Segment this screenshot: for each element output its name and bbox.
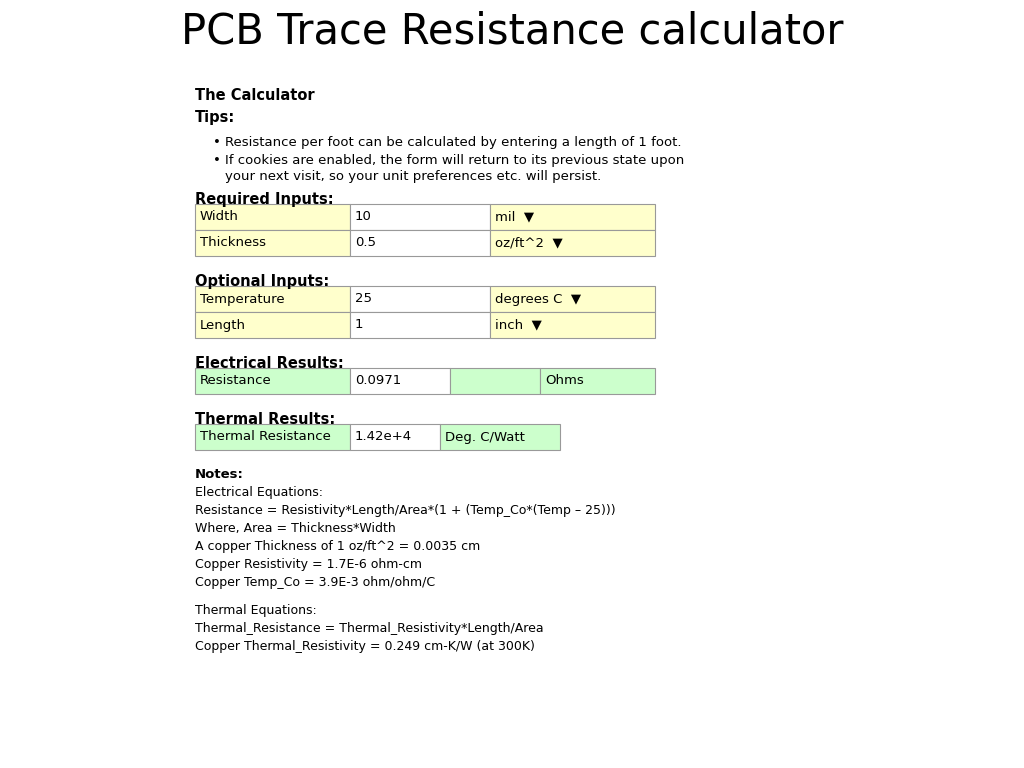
Text: Length: Length — [200, 319, 246, 332]
Text: Width: Width — [200, 210, 239, 223]
Text: Copper Temp_Co = 3.9E-3 ohm/ohm/C: Copper Temp_Co = 3.9E-3 ohm/ohm/C — [195, 576, 435, 589]
Bar — [195, 368, 350, 394]
Text: 0.5: 0.5 — [355, 237, 376, 250]
Text: Ohms: Ohms — [545, 375, 584, 388]
Bar — [350, 424, 440, 450]
Text: Electrical Equations:: Electrical Equations: — [195, 486, 323, 499]
Text: Resistance: Resistance — [200, 375, 271, 388]
Text: A copper Thickness of 1 oz/ft^2 = 0.0035 cm: A copper Thickness of 1 oz/ft^2 = 0.0035… — [195, 540, 480, 553]
Text: The Calculator: The Calculator — [195, 88, 314, 103]
Text: Electrical Results:: Electrical Results: — [195, 356, 344, 371]
Text: 25: 25 — [355, 293, 372, 306]
Text: your next visit, so your unit preferences etc. will persist.: your next visit, so your unit preference… — [225, 170, 601, 183]
Text: Required Inputs:: Required Inputs: — [195, 192, 334, 207]
Bar — [490, 312, 655, 338]
Text: Resistance per foot can be calculated by entering a length of 1 foot.: Resistance per foot can be calculated by… — [225, 136, 682, 149]
Bar — [195, 230, 350, 256]
Bar — [350, 230, 490, 256]
Text: 0.0971: 0.0971 — [355, 375, 401, 388]
Bar — [195, 286, 350, 312]
Text: Temperature: Temperature — [200, 293, 285, 306]
Text: •: • — [213, 136, 221, 149]
Text: Thermal Equations:: Thermal Equations: — [195, 604, 316, 617]
Bar — [195, 312, 350, 338]
Text: Tips:: Tips: — [195, 110, 236, 125]
Text: 1.42e+4: 1.42e+4 — [355, 431, 412, 443]
Text: 10: 10 — [355, 210, 372, 223]
Bar — [195, 204, 350, 230]
Text: 1: 1 — [355, 319, 364, 332]
Bar — [440, 424, 560, 450]
Text: Thermal Resistance: Thermal Resistance — [200, 431, 331, 443]
Bar — [195, 424, 350, 450]
Text: PCB Trace Resistance calculator: PCB Trace Resistance calculator — [181, 10, 843, 52]
Text: Deg. C/Watt: Deg. C/Watt — [445, 431, 525, 443]
Text: •: • — [213, 154, 221, 167]
Text: Thickness: Thickness — [200, 237, 266, 250]
Text: oz/ft^2  ▼: oz/ft^2 ▼ — [495, 237, 563, 250]
Text: Optional Inputs:: Optional Inputs: — [195, 274, 330, 289]
Text: degrees C  ▼: degrees C ▼ — [495, 293, 582, 306]
Text: Copper Resistivity = 1.7E-6 ohm-cm: Copper Resistivity = 1.7E-6 ohm-cm — [195, 558, 422, 571]
Text: inch  ▼: inch ▼ — [495, 319, 542, 332]
Text: mil  ▼: mil ▼ — [495, 210, 535, 223]
Bar — [490, 230, 655, 256]
Bar — [350, 204, 490, 230]
Bar — [450, 368, 540, 394]
Bar — [540, 368, 655, 394]
Text: Resistance = Resistivity*Length/Area*(1 + (Temp_Co*(Temp – 25))): Resistance = Resistivity*Length/Area*(1 … — [195, 504, 615, 517]
Text: Copper Thermal_Resistivity = 0.249 cm-K/W (at 300K): Copper Thermal_Resistivity = 0.249 cm-K/… — [195, 640, 535, 653]
Bar — [350, 312, 490, 338]
Text: Notes:: Notes: — [195, 468, 244, 481]
Text: Where, Area = Thickness*Width: Where, Area = Thickness*Width — [195, 522, 395, 535]
Bar — [490, 204, 655, 230]
Text: If cookies are enabled, the form will return to its previous state upon: If cookies are enabled, the form will re… — [225, 154, 684, 167]
Text: Thermal Results:: Thermal Results: — [195, 412, 335, 427]
Bar — [350, 368, 450, 394]
Bar — [490, 286, 655, 312]
Text: Thermal_Resistance = Thermal_Resistivity*Length/Area: Thermal_Resistance = Thermal_Resistivity… — [195, 622, 544, 635]
Bar — [350, 286, 490, 312]
